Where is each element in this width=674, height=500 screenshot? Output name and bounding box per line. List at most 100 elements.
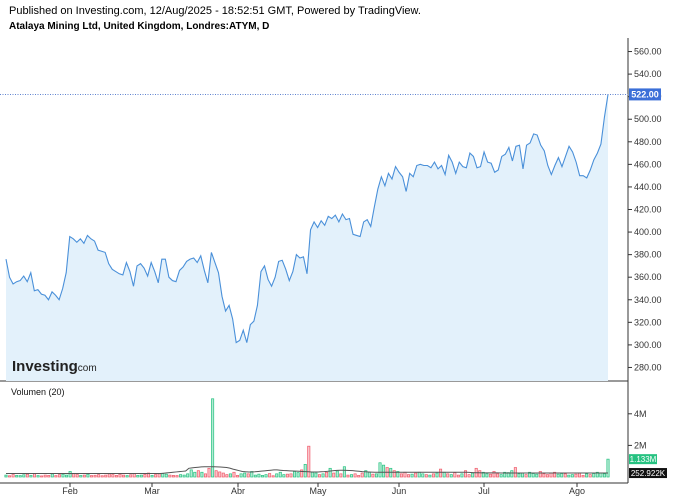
price-tick-label: 560.00 <box>634 47 662 57</box>
volume-bar <box>225 474 229 478</box>
investing-logo-word: Investing <box>12 358 78 375</box>
volume-bar <box>82 474 86 478</box>
volume-bar <box>410 473 414 478</box>
volume-bar <box>503 471 507 478</box>
volume-bar <box>207 467 211 478</box>
volume-bar <box>339 473 343 478</box>
volume-bar <box>132 473 136 478</box>
volume-bar <box>595 471 599 478</box>
volume-bar <box>139 474 143 478</box>
volume-bar <box>293 471 297 478</box>
volume-bar <box>303 464 307 478</box>
time-tick-label: May <box>309 486 327 496</box>
volume-tick-label: 2M <box>634 440 647 450</box>
volume-bar <box>428 474 432 478</box>
volume-bar <box>257 473 261 478</box>
volume-bars <box>4 398 610 478</box>
volume-last-badge: 1.133M <box>629 454 657 465</box>
volume-bar <box>161 473 165 478</box>
volume-bar <box>488 473 492 478</box>
volume-bar <box>553 471 557 478</box>
volume-bar <box>581 475 585 478</box>
volume-bar <box>271 475 275 478</box>
volume-bar <box>378 462 382 478</box>
volume-bar <box>567 474 571 478</box>
volume-bar <box>325 471 329 478</box>
volume-bar <box>182 474 186 478</box>
volume-bar <box>585 473 589 478</box>
volume-bar <box>32 473 36 478</box>
volume-bar <box>278 471 282 478</box>
volume-bar <box>29 475 33 478</box>
volume-bar <box>549 472 553 478</box>
volume-bar <box>453 472 457 478</box>
price-tick-label: 440.00 <box>634 182 662 192</box>
volume-bar <box>285 473 289 478</box>
volume-bar <box>510 470 514 478</box>
volume-bar <box>203 473 207 478</box>
volume-bar <box>602 473 606 478</box>
volume-bar <box>18 475 22 478</box>
volume-bar <box>513 467 517 478</box>
volume-bar <box>492 471 496 478</box>
volume-bar <box>57 474 61 478</box>
volume-bar <box>68 471 72 478</box>
volume-bar <box>317 474 321 478</box>
price-area-fill <box>6 94 608 381</box>
volume-bar <box>467 474 471 478</box>
time-tick-label: Feb <box>62 486 78 496</box>
volume-bar <box>61 473 65 478</box>
volume-bar <box>528 471 532 478</box>
volume-bar <box>588 474 592 478</box>
price-tick-label: 360.00 <box>634 272 662 282</box>
last-price-label: 522.00 <box>631 89 659 99</box>
volume-bar <box>346 474 350 478</box>
volume-bar <box>93 474 97 478</box>
volume-bar <box>118 473 122 478</box>
volume-bar <box>54 475 58 478</box>
price-pane: 560.00540.00520.00500.00480.00460.00440.… <box>0 47 662 381</box>
volume-ma-line <box>6 466 608 475</box>
volume-bar <box>228 473 232 478</box>
volume-bar <box>414 472 418 478</box>
volume-bar <box>310 471 314 478</box>
volume-title: Volumen (20) <box>11 387 65 397</box>
volume-bar <box>431 473 435 478</box>
volume-bar <box>75 474 79 478</box>
volume-bar <box>382 464 386 478</box>
volume-bar <box>342 466 346 478</box>
volume-bar <box>464 470 468 478</box>
instrument-title: Atalaya Mining Ltd, United Kingdom, Lond… <box>9 21 270 32</box>
volume-bar <box>485 473 489 478</box>
volume-bar <box>100 475 104 478</box>
volume-bar <box>175 475 179 478</box>
time-tick-label: Jun <box>392 486 407 496</box>
volume-bar <box>407 474 411 478</box>
volume-bar <box>535 473 539 478</box>
last-price-badge: 522.00 <box>629 88 661 101</box>
price-tick-label: 500.00 <box>634 114 662 124</box>
volume-bar <box>353 473 357 478</box>
volume-bar <box>606 458 610 478</box>
volume-bar <box>403 471 407 478</box>
volume-bar <box>200 471 204 478</box>
volume-bar <box>72 473 76 478</box>
volume-bar <box>435 472 439 478</box>
price-tick-label: 340.00 <box>634 295 662 305</box>
volume-bar <box>157 473 161 478</box>
volume-bar <box>122 474 126 478</box>
volume-bar <box>193 471 197 478</box>
volume-bar <box>136 475 140 478</box>
volume-bar <box>328 467 332 478</box>
volume-bar <box>360 472 364 478</box>
volume-bar <box>307 445 311 478</box>
volume-ma-badge: 252.922K <box>629 468 667 479</box>
volume-bar <box>186 473 190 478</box>
volume-bar <box>79 475 83 478</box>
volume-bar <box>282 474 286 478</box>
volume-bar <box>499 474 503 478</box>
volume-bar <box>545 474 549 478</box>
volume-bar <box>36 475 40 478</box>
time-tick-label: Ago <box>569 486 585 496</box>
